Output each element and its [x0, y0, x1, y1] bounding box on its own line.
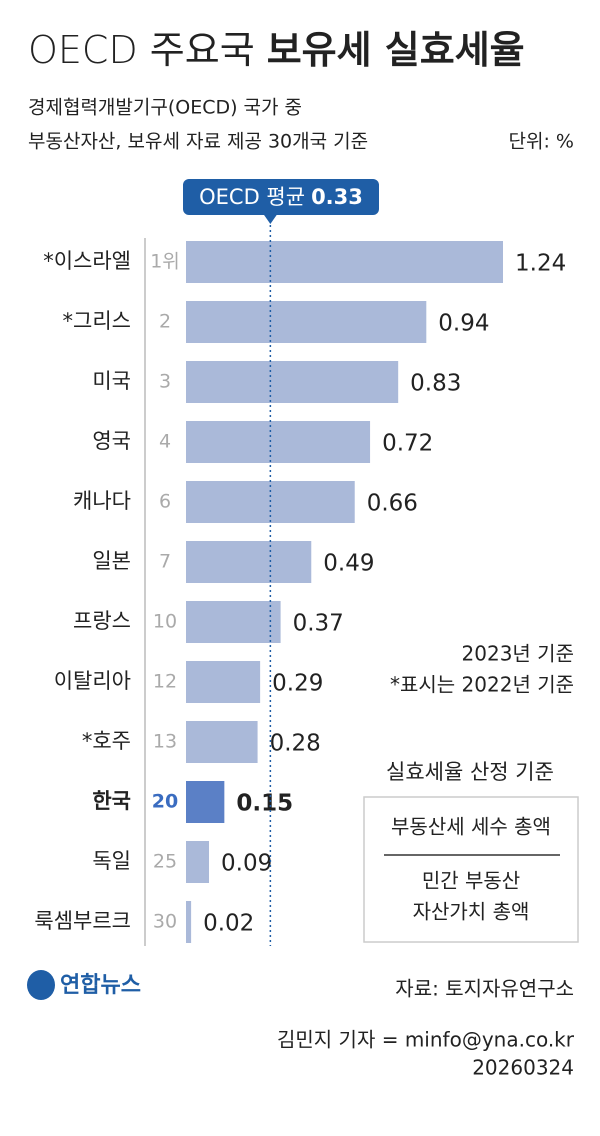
badge-pointer	[263, 214, 278, 224]
value-label: 0.02	[203, 911, 254, 937]
chart-title: OECD 주요국 보유세 실효세율	[28, 28, 525, 72]
date: 20260324	[472, 1056, 574, 1080]
rank-label: 13	[153, 731, 177, 753]
category-label: *이스라엘	[43, 249, 131, 273]
rank-label: 7	[159, 551, 171, 573]
category-label: 룩셈부르크	[34, 909, 131, 933]
badge-bg	[183, 179, 379, 215]
title-light: OECD 주요국	[28, 28, 255, 72]
bar	[186, 541, 312, 583]
bar	[186, 241, 503, 283]
rank-label: 1위	[150, 251, 180, 273]
rank-label: 4	[159, 431, 171, 453]
formula-numerator: 부동산세 세수 총액	[391, 815, 551, 839]
value-label: 0.09	[221, 851, 272, 877]
note: 2023년 기준	[462, 642, 574, 666]
category-label: *그리스	[63, 309, 131, 333]
subtitle: 부동산자산, 보유세 자료 제공 30개국 기준	[28, 131, 368, 153]
value-label: 0.15	[236, 791, 293, 817]
logo-icon	[27, 970, 55, 1000]
average-badge: OECD 평균 0.33	[183, 179, 379, 215]
category-label: 미국	[92, 369, 131, 393]
value-label: 0.28	[270, 731, 321, 757]
formula-box	[363, 796, 579, 943]
rank-label: 6	[159, 491, 171, 513]
bar	[186, 781, 225, 823]
rank-label: 10	[153, 611, 177, 633]
badge-text: OECD 평균 0.33	[199, 185, 363, 209]
value-label: 0.66	[367, 491, 418, 517]
average-value: 0.33	[311, 185, 363, 209]
rank-label: 12	[153, 671, 177, 693]
category-label: 이탈리아	[54, 669, 131, 693]
bar	[186, 661, 261, 703]
category-label: *호주	[82, 729, 131, 753]
bar	[186, 601, 281, 643]
value-label: 0.29	[272, 671, 323, 697]
value-label: 0.83	[410, 371, 461, 397]
rank-label: 25	[153, 851, 177, 873]
average-label: OECD 평균	[199, 185, 305, 209]
category-label: 일본	[92, 549, 131, 573]
rank-label: 3	[159, 371, 171, 393]
bar	[186, 421, 371, 463]
category-label: 캐나다	[73, 489, 131, 513]
category-label: 프랑스	[73, 609, 131, 633]
source: 자료: 토지자유연구소	[395, 977, 574, 1001]
logo: 연합뉴스	[60, 972, 141, 998]
formula-denominator: 민간 부동산	[422, 869, 520, 893]
subtitle: 경제협력개발기구(OECD) 국가 중	[28, 97, 302, 119]
rank-label: 2	[159, 311, 171, 333]
category-label: 영국	[92, 429, 131, 453]
value-label: 1.24	[515, 251, 566, 277]
category-label: 독일	[92, 849, 131, 873]
credit: 김민지 기자 = minfo@yna.co.kr	[277, 1028, 575, 1052]
bar	[186, 841, 210, 883]
formula-denominator: 자산가치 총액	[413, 900, 530, 924]
value-label: 0.49	[323, 551, 374, 577]
formula-title: 실효세율 산정 기준	[386, 760, 554, 784]
bar	[186, 901, 192, 943]
rank-label: 20	[152, 791, 178, 813]
note: *표시는 2022년 기준	[390, 673, 574, 697]
bar	[186, 361, 399, 403]
bar	[186, 721, 258, 763]
unit: 단위: %	[509, 131, 574, 153]
title-bold: 보유세 실효세율	[267, 28, 525, 72]
category-label: 한국	[92, 789, 131, 813]
bar	[186, 301, 427, 343]
value-label: 0.94	[438, 311, 489, 337]
rank-label: 30	[153, 911, 177, 933]
value-label: 0.72	[382, 431, 433, 457]
value-label: 0.37	[293, 611, 344, 637]
